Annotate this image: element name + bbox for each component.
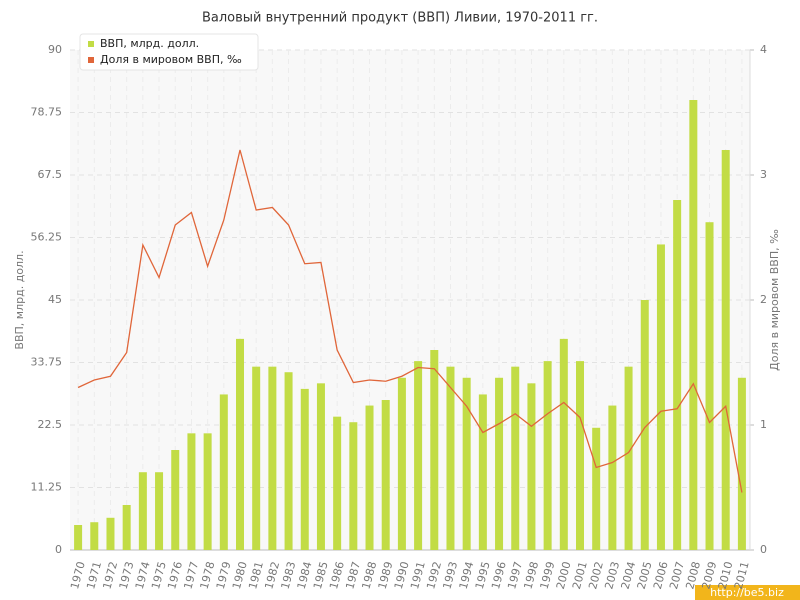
- bar: [106, 517, 115, 550]
- y2-tick-label: 2: [760, 293, 767, 306]
- y2-tick-label: 1: [760, 418, 767, 431]
- bar: [414, 361, 423, 550]
- bar: [333, 416, 342, 550]
- bar: [187, 433, 196, 550]
- bar: [576, 361, 584, 550]
- y-tick-label: 11.25: [31, 481, 63, 494]
- bar: [446, 366, 455, 550]
- bar: [74, 525, 83, 550]
- y-axis-title: ВВП, млрд. долл.: [13, 250, 26, 349]
- bar: [478, 394, 487, 550]
- bar: [268, 366, 277, 550]
- bar: [511, 366, 520, 550]
- chart-title: Валовый внутренний продукт (ВВП) Ливии, …: [202, 11, 598, 26]
- plot-area: [70, 50, 750, 550]
- bar: [673, 200, 682, 550]
- bar: [543, 361, 552, 550]
- bar: [592, 427, 601, 550]
- line: [77, 149, 743, 493]
- bar: [656, 244, 665, 550]
- bar: [365, 405, 374, 550]
- bar: [430, 350, 439, 550]
- bar: [155, 472, 164, 550]
- bar: [381, 400, 390, 550]
- bar: [203, 433, 212, 550]
- y-tick-label: 78.75: [31, 106, 63, 119]
- bar: [624, 366, 633, 550]
- bar: [300, 388, 309, 550]
- bar: [689, 100, 698, 550]
- bar: [284, 372, 293, 550]
- bar: [90, 522, 99, 550]
- bar: [171, 450, 180, 550]
- bar: [559, 338, 568, 550]
- y-tick-label: 22.5: [38, 418, 63, 431]
- bar: [397, 377, 406, 550]
- bar: [737, 377, 746, 550]
- bar: [316, 383, 325, 550]
- watermark: http://be5.biz: [710, 586, 784, 599]
- bar: [495, 377, 504, 550]
- bar: [608, 405, 617, 550]
- legend-label: Доля в мировом ВВП, ‰: [100, 53, 242, 66]
- legend-swatch: [88, 41, 94, 47]
- y2-tick-label: 4: [760, 43, 767, 56]
- bar: [122, 505, 131, 550]
- y-tick-label: 45: [48, 293, 62, 306]
- y-tick-label: 33.75: [31, 356, 63, 369]
- y2-tick-label: 0: [760, 543, 767, 556]
- bar: [349, 422, 358, 550]
- bar: [705, 222, 714, 550]
- bar: [640, 300, 649, 550]
- legend-swatch: [88, 57, 94, 63]
- bar: [527, 383, 536, 550]
- bar: [236, 338, 244, 550]
- watermark-bg: [695, 585, 800, 600]
- legend-label: ВВП, млрд. долл.: [100, 37, 199, 50]
- y2-tick-label: 3: [760, 168, 767, 181]
- bar: [252, 366, 261, 550]
- y-tick-label: 67.5: [38, 168, 63, 181]
- y-tick-label: 0: [55, 543, 62, 556]
- bar: [721, 150, 730, 550]
- bar: [462, 377, 471, 550]
- bar: [138, 472, 147, 550]
- y-tick-label: 90: [48, 43, 62, 56]
- y2-axis-title: Доля в мировом ВВП, ‰: [768, 229, 781, 371]
- bar: [219, 394, 228, 550]
- y-tick-label: 56.25: [31, 231, 63, 244]
- legend-box: [79, 33, 259, 71]
